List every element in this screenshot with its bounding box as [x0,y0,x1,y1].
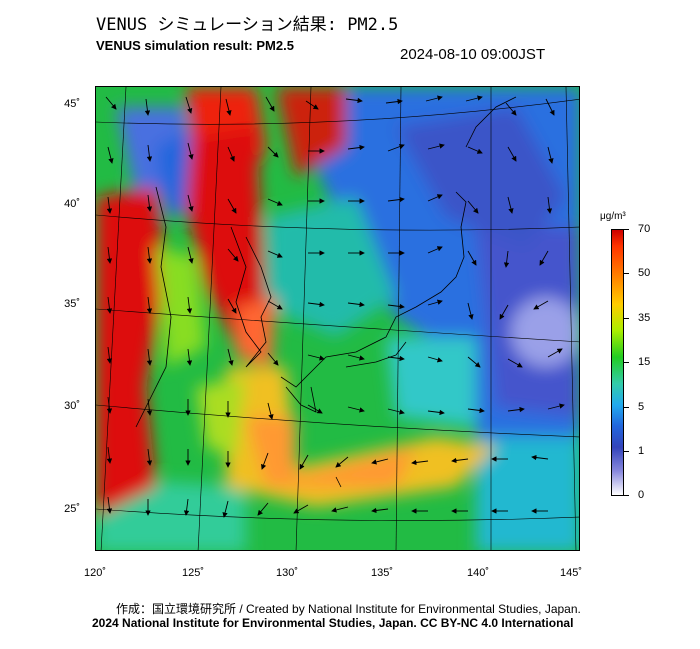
lat-label-30: 30˚ [64,400,80,412]
colorbar-label-15: 15 [638,356,651,368]
colorbar-tick [624,318,629,319]
colorbar-tick [624,362,629,363]
lon-label-145: 145˚ [559,567,583,579]
colorbar-tick [624,407,629,408]
lon-label-130: 130˚ [275,567,299,579]
colorbar-label-35: 35 [638,312,651,324]
colorbar-label-5: 5 [638,401,645,413]
colorbar-label-1: 1 [638,445,645,457]
colorbar-tick [624,451,629,452]
colorbar-label-70: 70 [638,223,651,235]
colorbar-unit: μg/m³ [600,211,626,222]
lat-label-45: 45˚ [64,98,80,110]
lon-label-125: 125˚ [181,567,205,579]
copyright-line: 2024 National Institute for Environmenta… [92,616,574,630]
colorbar [611,229,624,496]
graticule [96,87,579,550]
lat-label-40: 40˚ [64,198,80,210]
wind-vectors [105,95,565,518]
pm25-map-canvas [96,87,579,550]
colorbar-label-50: 50 [638,267,651,279]
colorbar-tick [624,495,629,496]
pm25-map [95,86,580,551]
lat-label-35: 35˚ [64,298,80,310]
lon-label-140: 140˚ [466,567,490,579]
colorbar-tick [624,229,629,230]
colorbar-label-0: 0 [638,489,645,501]
lat-label-25: 25˚ [64,503,80,515]
colorbar-tick [624,273,629,274]
timestamp: 2024-08-10 09:00JST [400,46,546,63]
coastlines [135,96,517,488]
lon-label-120: 120˚ [83,567,107,579]
lon-label-135: 135˚ [370,567,394,579]
credit-line: 作成：国立環境研究所 / Created by National Institu… [116,602,581,616]
page-title-jp: VENUS シミュレーション結果: PM2.5 [96,15,399,35]
page-title-en: VENUS simulation result: PM2.5 [96,38,294,53]
